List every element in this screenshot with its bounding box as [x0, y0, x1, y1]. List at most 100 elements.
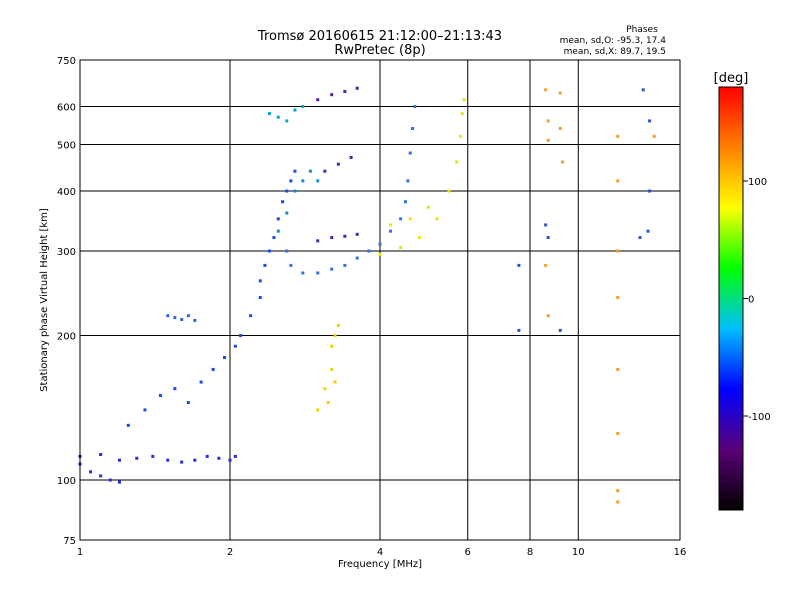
data-point — [544, 223, 548, 227]
y-axis-label: Stationary phase Virtual Height [km] — [39, 208, 50, 392]
data-point — [233, 344, 237, 348]
legend-line-o: mean, sd,O: -95.3, 17.4 — [560, 36, 667, 46]
data-point — [408, 217, 412, 221]
data-point — [285, 189, 289, 193]
data-point — [199, 380, 203, 384]
data-point — [652, 134, 656, 138]
data-point — [323, 387, 327, 391]
data-point — [378, 253, 382, 257]
data-point — [399, 246, 403, 250]
data-points — [78, 86, 656, 504]
data-point — [267, 249, 271, 253]
x-tick-label: 1 — [77, 547, 83, 558]
y-tick-label: 750 — [57, 56, 76, 67]
data-point — [108, 478, 112, 482]
data-point — [193, 318, 197, 322]
data-point — [301, 105, 305, 109]
data-point — [458, 134, 462, 138]
data-point — [217, 456, 221, 460]
data-point — [426, 205, 430, 209]
data-point — [546, 138, 550, 142]
x-tick-label: 10 — [572, 547, 585, 558]
data-point — [186, 314, 190, 318]
data-point — [323, 169, 327, 173]
data-point — [293, 108, 297, 112]
data-point — [285, 119, 289, 123]
data-point — [316, 408, 320, 412]
data-point — [281, 200, 285, 204]
data-point — [367, 249, 371, 253]
data-point — [355, 256, 359, 260]
data-point — [173, 316, 177, 320]
colorbar-tick-label: 100 — [748, 177, 767, 188]
y-tick-labels: 75 100 200 300 400 500 600 750 — [57, 56, 76, 547]
colorbar — [718, 86, 744, 511]
y-tick-label: 400 — [57, 187, 76, 198]
data-point — [316, 179, 320, 183]
data-point — [267, 112, 271, 116]
data-point — [263, 263, 267, 267]
data-point — [301, 179, 305, 183]
y-tick-label: 500 — [57, 141, 76, 152]
colorbar-ticks: 100 0 -100 — [743, 177, 771, 423]
data-point — [389, 229, 393, 233]
data-point — [211, 367, 215, 371]
data-point — [258, 296, 262, 300]
data-point — [355, 86, 359, 90]
data-point — [641, 88, 645, 92]
data-point — [308, 169, 312, 173]
y-tick-label: 600 — [57, 103, 76, 114]
y-tick-label: 200 — [57, 332, 76, 343]
colorbar-tick-label: 0 — [748, 295, 754, 306]
data-point — [616, 134, 620, 138]
chart-subtitle: RwPretec (8p) — [334, 43, 425, 58]
data-point — [99, 453, 103, 457]
data-point — [546, 119, 550, 123]
data-point — [223, 355, 227, 359]
data-point — [117, 480, 121, 484]
data-point — [447, 189, 451, 193]
data-point — [406, 179, 410, 183]
data-point — [326, 401, 330, 405]
data-point — [166, 458, 170, 462]
data-point — [460, 112, 464, 116]
data-point — [616, 500, 620, 504]
x-tick-label: 4 — [377, 547, 383, 558]
data-point — [435, 217, 439, 221]
data-point — [276, 217, 280, 221]
data-point — [399, 217, 403, 221]
data-point — [276, 115, 280, 119]
data-point — [151, 454, 155, 458]
data-point — [638, 236, 642, 240]
data-point — [417, 236, 421, 240]
y-tick-label: 100 — [57, 476, 76, 487]
data-point — [205, 454, 209, 458]
data-point — [285, 249, 289, 253]
grid-lines — [79, 59, 681, 541]
data-point — [330, 236, 334, 240]
x-tick-label: 2 — [227, 547, 233, 558]
data-point — [648, 189, 652, 193]
data-point — [336, 162, 340, 166]
data-point — [389, 223, 393, 227]
x-axis-label: Frequency [MHz] — [338, 559, 422, 570]
data-point — [316, 98, 320, 102]
data-point — [330, 267, 334, 271]
data-point — [378, 242, 382, 246]
data-point — [343, 234, 347, 238]
data-point — [336, 323, 340, 327]
data-point — [462, 98, 466, 102]
data-point — [330, 344, 334, 348]
data-point — [180, 317, 184, 321]
data-point — [289, 263, 293, 267]
x-tick-label: 8 — [527, 547, 533, 558]
data-point — [166, 314, 170, 318]
data-point — [343, 263, 347, 267]
data-point — [546, 314, 550, 318]
data-point — [233, 454, 237, 458]
data-point — [89, 470, 93, 474]
data-point — [135, 456, 139, 460]
data-point — [517, 263, 521, 267]
